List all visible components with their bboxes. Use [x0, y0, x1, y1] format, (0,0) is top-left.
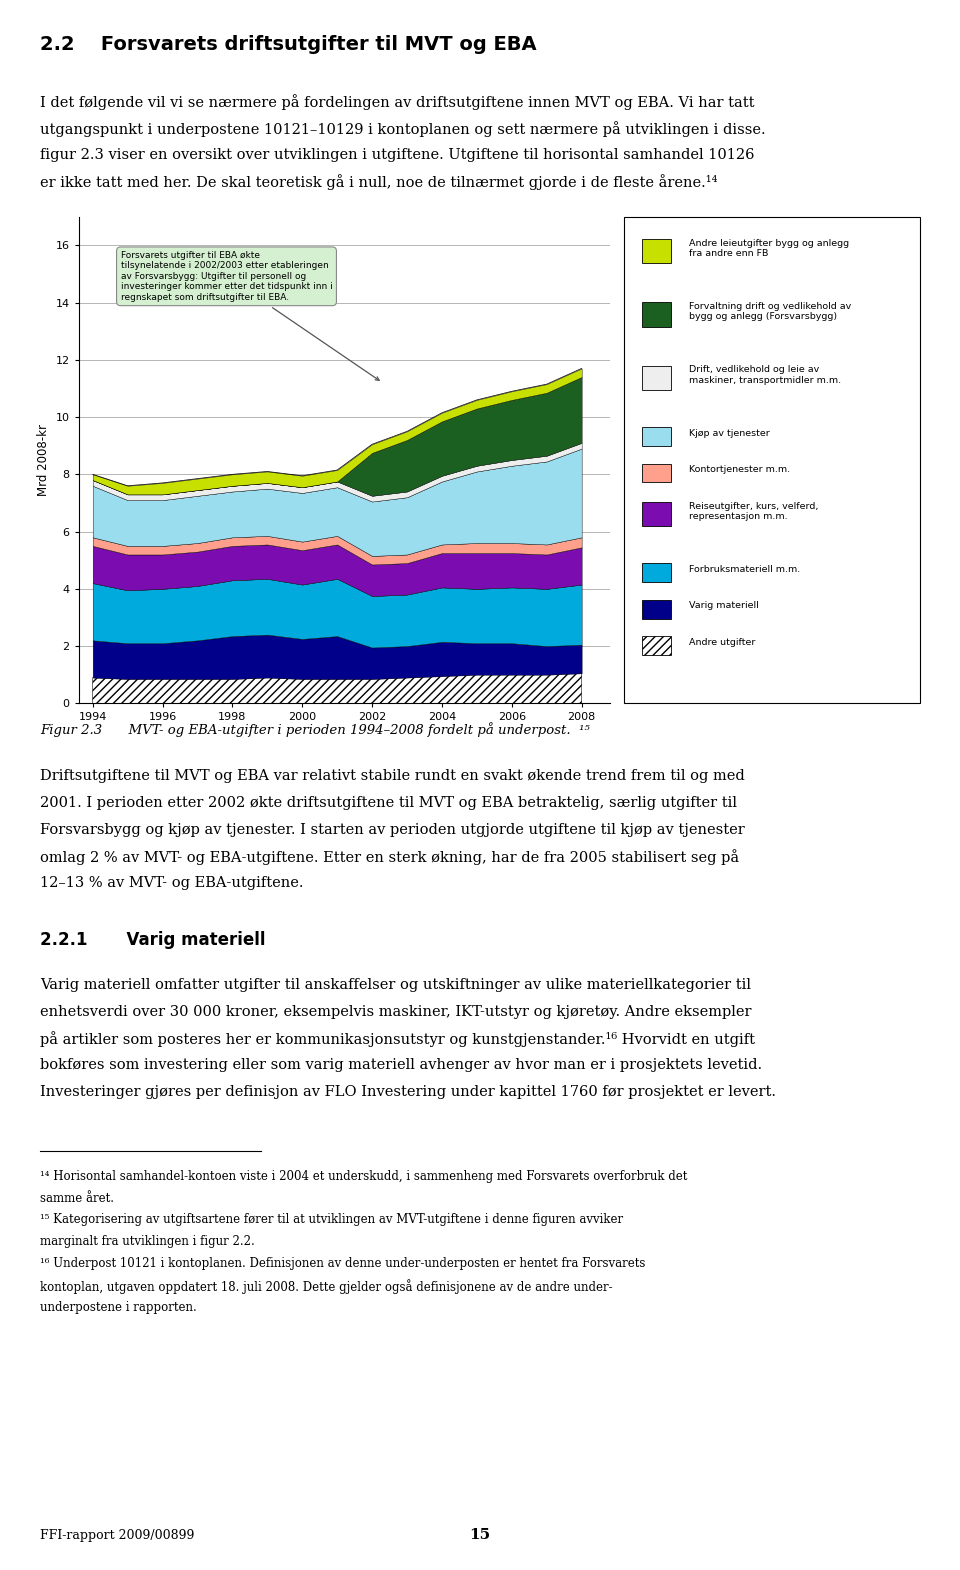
Text: 15: 15 [469, 1528, 491, 1542]
Text: 12–13 % av MVT- og EBA-utgiftene.: 12–13 % av MVT- og EBA-utgiftene. [40, 876, 303, 890]
Text: I det følgende vil vi se nærmere på fordelingen av driftsutgiftene innen MVT og : I det følgende vil vi se nærmere på ford… [40, 94, 755, 110]
Text: Investeringer gjøres per definisjon av FLO Investering under kapittel 1760 før p: Investeringer gjøres per definisjon av F… [40, 1085, 777, 1099]
Text: Driftsutgiftene til MVT og EBA var relativt stabile rundt en svakt økende trend : Driftsutgiftene til MVT og EBA var relat… [40, 769, 745, 783]
FancyBboxPatch shape [641, 427, 671, 446]
FancyBboxPatch shape [641, 366, 671, 391]
Text: på artikler som posteres her er kommunikasjonsutstyr og kunstgjenstander.¹⁶ Hvor: på artikler som posteres her er kommunik… [40, 1031, 756, 1047]
Text: Forvaltning drift og vedlikehold av
bygg og anlegg (Forsvarsbygg): Forvaltning drift og vedlikehold av bygg… [689, 301, 852, 322]
FancyBboxPatch shape [641, 600, 671, 619]
Text: bokføres som investering eller som varig materiell avhenger av hvor man er i pro: bokføres som investering eller som varig… [40, 1058, 762, 1072]
Text: 2.2.1   Varig materiell: 2.2.1 Varig materiell [40, 931, 266, 948]
Text: ¹⁵ Kategorisering av utgiftsartene fører til at utviklingen av MVT-utgiftene i d: ¹⁵ Kategorisering av utgiftsartene fører… [40, 1214, 623, 1226]
Text: omlag 2 % av MVT- og EBA-utgiftene. Etter en sterk økning, har de fra 2005 stabi: omlag 2 % av MVT- og EBA-utgiftene. Ette… [40, 849, 739, 865]
Text: Forsvarsbygg og kjøp av tjenester. I starten av perioden utgjorde utgiftene til : Forsvarsbygg og kjøp av tjenester. I sta… [40, 823, 745, 837]
FancyBboxPatch shape [641, 502, 671, 526]
Text: Reiseutgifter, kurs, velferd,
representasjon m.m.: Reiseutgifter, kurs, velferd, representa… [689, 501, 819, 521]
Text: enhetsverdi over 30 000 kroner, eksempelvis maskiner, IKT-utstyr og kjøretøy. An: enhetsverdi over 30 000 kroner, eksempel… [40, 1005, 752, 1019]
Text: Varig materiell omfatter utgifter til anskaffelser og utskiftninger av ulike mat: Varig materiell omfatter utgifter til an… [40, 978, 752, 992]
Text: Andre utgifter: Andre utgifter [689, 637, 756, 647]
Text: 2.2  Forsvarets driftsutgifter til MVT og EBA: 2.2 Forsvarets driftsutgifter til MVT og… [40, 35, 537, 53]
Text: marginalt fra utviklingen i figur 2.2.: marginalt fra utviklingen i figur 2.2. [40, 1236, 255, 1248]
Text: samme året.: samme året. [40, 1192, 114, 1204]
Text: Figur 2.3  MVT- og EBA-utgifter i perioden 1994–2008 fordelt på underpost.  ¹⁵: Figur 2.3 MVT- og EBA-utgifter i periode… [40, 722, 590, 736]
Text: kontoplan, utgaven oppdatert 18. juli 2008. Dette gjelder også definisjonene av : kontoplan, utgaven oppdatert 18. juli 20… [40, 1280, 612, 1294]
FancyBboxPatch shape [624, 217, 920, 703]
Text: Kontortjenester m.m.: Kontortjenester m.m. [689, 465, 790, 474]
Text: Drift, vedlikehold og leie av
maskiner, transportmidler m.m.: Drift, vedlikehold og leie av maskiner, … [689, 366, 841, 385]
Text: FFI-rapport 2009/00899: FFI-rapport 2009/00899 [40, 1529, 195, 1542]
Text: utgangspunkt i underpostene 10121–10129 i kontoplanen og sett nærmere på utvikli: utgangspunkt i underpostene 10121–10129 … [40, 121, 766, 137]
Text: ¹⁶ Underpost 10121 i kontoplanen. Definisjonen av denne under-underposten er hen: ¹⁶ Underpost 10121 i kontoplanen. Defini… [40, 1258, 646, 1270]
Text: Kjøp av tjenester: Kjøp av tjenester [689, 429, 770, 438]
FancyBboxPatch shape [641, 463, 671, 482]
Text: Andre leieutgifter bygg og anlegg
fra andre enn FB: Andre leieutgifter bygg og anlegg fra an… [689, 239, 850, 257]
FancyBboxPatch shape [641, 303, 671, 327]
Text: 2001. I perioden etter 2002 økte driftsutgiftene til MVT og EBA betraktelig, sær: 2001. I perioden etter 2002 økte driftsu… [40, 796, 737, 810]
Text: Varig materiell: Varig materiell [689, 601, 758, 611]
Text: figur 2.3 viser en oversikt over utviklingen i utgiftene. Utgiftene til horisont: figur 2.3 viser en oversikt over utvikli… [40, 148, 755, 162]
Text: Forbruksmateriell m.m.: Forbruksmateriell m.m. [689, 565, 801, 575]
Text: Forsvarets utgifter til EBA økte
tilsynelatende i 2002/2003 etter etableringen
a: Forsvarets utgifter til EBA økte tilsyne… [121, 251, 379, 380]
Text: underpostene i rapporten.: underpostene i rapporten. [40, 1302, 197, 1314]
Text: ¹⁴ Horisontal samhandel-kontoen viste i 2004 et underskudd, i sammenheng med For: ¹⁴ Horisontal samhandel-kontoen viste i … [40, 1170, 687, 1182]
FancyBboxPatch shape [641, 564, 671, 582]
Y-axis label: Mrd 2008-kr: Mrd 2008-kr [37, 424, 50, 496]
FancyBboxPatch shape [641, 636, 671, 655]
Text: er ikke tatt med her. De skal teoretisk gå i null, noe de tilnærmet gjorde i de : er ikke tatt med her. De skal teoretisk … [40, 174, 718, 190]
FancyBboxPatch shape [641, 239, 671, 264]
